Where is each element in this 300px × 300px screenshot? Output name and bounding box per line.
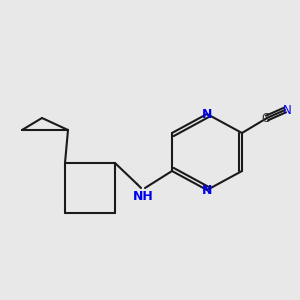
- Text: N: N: [202, 184, 212, 196]
- Text: C: C: [261, 112, 269, 124]
- Text: NH: NH: [133, 190, 153, 202]
- Text: N: N: [202, 107, 212, 121]
- Text: N: N: [283, 103, 291, 116]
